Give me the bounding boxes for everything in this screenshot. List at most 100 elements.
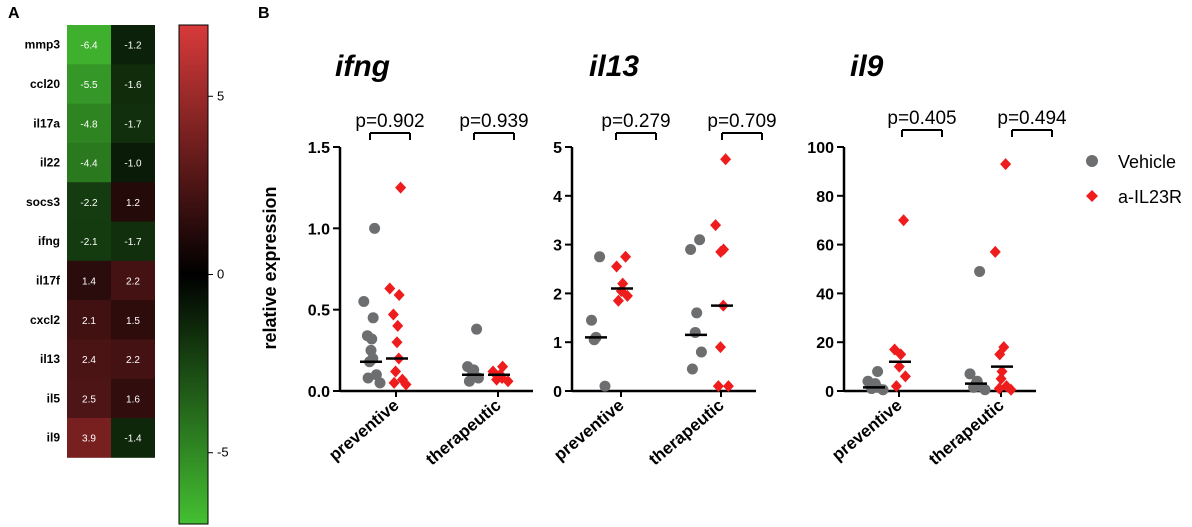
data-point-ail23r <box>384 282 396 295</box>
data-point-vehicle <box>686 363 698 375</box>
data-point-ail23r <box>898 214 910 227</box>
legend-ail23r-marker <box>1086 190 1098 202</box>
y-tick-label: 0 <box>553 384 562 401</box>
y-tick-label: 0.0 <box>308 384 330 401</box>
heatmap-gene-label: il17a <box>33 116 60 130</box>
data-point-ail23r <box>611 260 623 273</box>
heatmap-cell-value: 2.2 <box>126 276 140 287</box>
scatter-plot-il9: il9 0 20 40 60 80 100 preventive therapeutic p=0.… <box>807 50 1067 469</box>
heatmap-cell <box>111 221 155 262</box>
heatmap-cell <box>67 221 111 262</box>
heatmap-cell-value: -1.2 <box>124 41 142 52</box>
x-category-label: therapeutic <box>422 396 504 469</box>
data-point-vehicle <box>586 314 597 326</box>
heatmap-cell-value: 2.2 <box>126 355 140 366</box>
heatmap-cell-value: 2.4 <box>82 355 96 366</box>
data-point-vehicle <box>974 265 986 277</box>
pvalue-label: p=0.709 <box>707 111 776 132</box>
data-point-ail23r <box>989 245 1001 258</box>
heatmap-gene-label: mmp3 <box>25 38 61 52</box>
data-point-ail23r <box>890 380 902 393</box>
y-tick-label: 80 <box>816 189 834 206</box>
heatmap-gene-label: cxcl2 <box>30 313 60 327</box>
heatmap: mmp3 -6.4 -1.2 ccl20 -5.5 -1.6 il17a -4.8 -1.7 il… <box>25 25 155 458</box>
data-point-ail23r <box>710 219 722 232</box>
data-point-ail23r <box>714 341 726 354</box>
data-point-ail23r <box>993 382 1005 395</box>
x-category-label: preventive <box>828 396 905 465</box>
data-point-ail23r <box>400 378 412 391</box>
colorbar: 5 0 -5 <box>178 24 229 525</box>
heatmap-cell-value: -1.6 <box>124 80 142 91</box>
heatmap-cell <box>111 182 155 222</box>
x-category-label: preventive <box>325 396 402 465</box>
pvalue-label: p=0.494 <box>997 108 1067 129</box>
data-point-ail23r <box>715 245 727 258</box>
y-tick-label: 1.0 <box>308 221 330 238</box>
y-tick-label: 3 <box>553 238 562 255</box>
pvalue-label: p=0.939 <box>459 111 528 132</box>
y-tick-label: 20 <box>816 335 834 352</box>
heatmap-cell <box>111 142 155 183</box>
plot-title: ifng <box>335 50 390 83</box>
heatmap-cell-value: 2.5 <box>82 394 96 405</box>
data-point-vehicle <box>367 312 379 324</box>
data-point-vehicle <box>685 243 697 255</box>
data-point-ail23r <box>390 365 402 378</box>
legend-vehicle-marker <box>1086 155 1098 167</box>
data-point-vehicle <box>471 323 483 335</box>
heatmap-gene-label: ccl20 <box>30 77 60 91</box>
heatmap-cell <box>67 103 111 144</box>
heatmap-cell-value: -4.4 <box>80 159 98 170</box>
colorbar-bar <box>178 24 209 525</box>
data-point-vehicle <box>588 334 600 346</box>
data-point-vehicle <box>695 346 707 358</box>
data-point-vehicle <box>374 377 386 389</box>
y-tick-label: 4 <box>553 189 562 206</box>
x-category-label: therapeutic <box>645 396 727 469</box>
x-category-label: preventive <box>550 396 627 465</box>
heatmap-cell <box>111 103 155 144</box>
data-point-ail23r <box>895 348 907 361</box>
heatmap-cell-value: 1.5 <box>126 316 140 327</box>
data-point-ail23r <box>995 372 1007 385</box>
heatmap-cell-value: 1.6 <box>126 394 140 405</box>
heatmap-gene-label: ifng <box>38 234 60 248</box>
heatmap-cell <box>111 339 155 380</box>
data-point-vehicle <box>358 296 370 308</box>
heatmap-cell-value: -5.5 <box>80 80 98 91</box>
y-tick-label: 0.5 <box>308 303 330 320</box>
legend-vehicle-label: Vehicle <box>1118 152 1176 172</box>
plot-title: il9 <box>850 50 884 83</box>
y-tick-label: 1.5 <box>308 140 330 157</box>
heatmap-cell <box>111 378 155 419</box>
y-axis-label: relative expression <box>260 186 280 349</box>
heatmap-cell-value: 3.9 <box>82 434 96 445</box>
y-tick-label: 1 <box>553 335 562 352</box>
data-point-vehicle <box>689 326 701 338</box>
data-point-vehicle <box>362 372 374 384</box>
heatmap-cell-value: 1.4 <box>82 276 96 287</box>
panel-a-label: A <box>8 5 20 22</box>
heatmap-cell-value: -2.1 <box>80 237 98 248</box>
heatmap-cell <box>67 25 111 65</box>
data-point-ail23r <box>612 294 624 307</box>
data-point-ail23r <box>722 380 734 393</box>
heatmap-cell-value: -1.0 <box>124 159 142 170</box>
data-point-vehicle <box>691 307 703 319</box>
plot-title: il13 <box>589 50 639 83</box>
heatmap-gene-label: il5 <box>47 391 61 405</box>
data-point-ail23r <box>393 289 405 302</box>
x-category-label: therapeutic <box>925 396 1007 469</box>
data-point-ail23r <box>392 319 404 332</box>
data-point-ail23r <box>391 336 403 349</box>
heatmap-cell <box>67 339 111 380</box>
heatmap-cell <box>67 182 111 222</box>
heatmap-cell <box>67 260 111 301</box>
data-point-vehicle <box>694 234 706 246</box>
scatter-plot-ifng: ifng 0.0 0.5 1.0 1.5 preventive therapeutic p=0… <box>308 50 533 469</box>
data-point-ail23r <box>893 360 905 373</box>
heatmap-cell-value: -1.7 <box>124 237 142 248</box>
heatmap-cell-value: 1.2 <box>126 198 140 209</box>
